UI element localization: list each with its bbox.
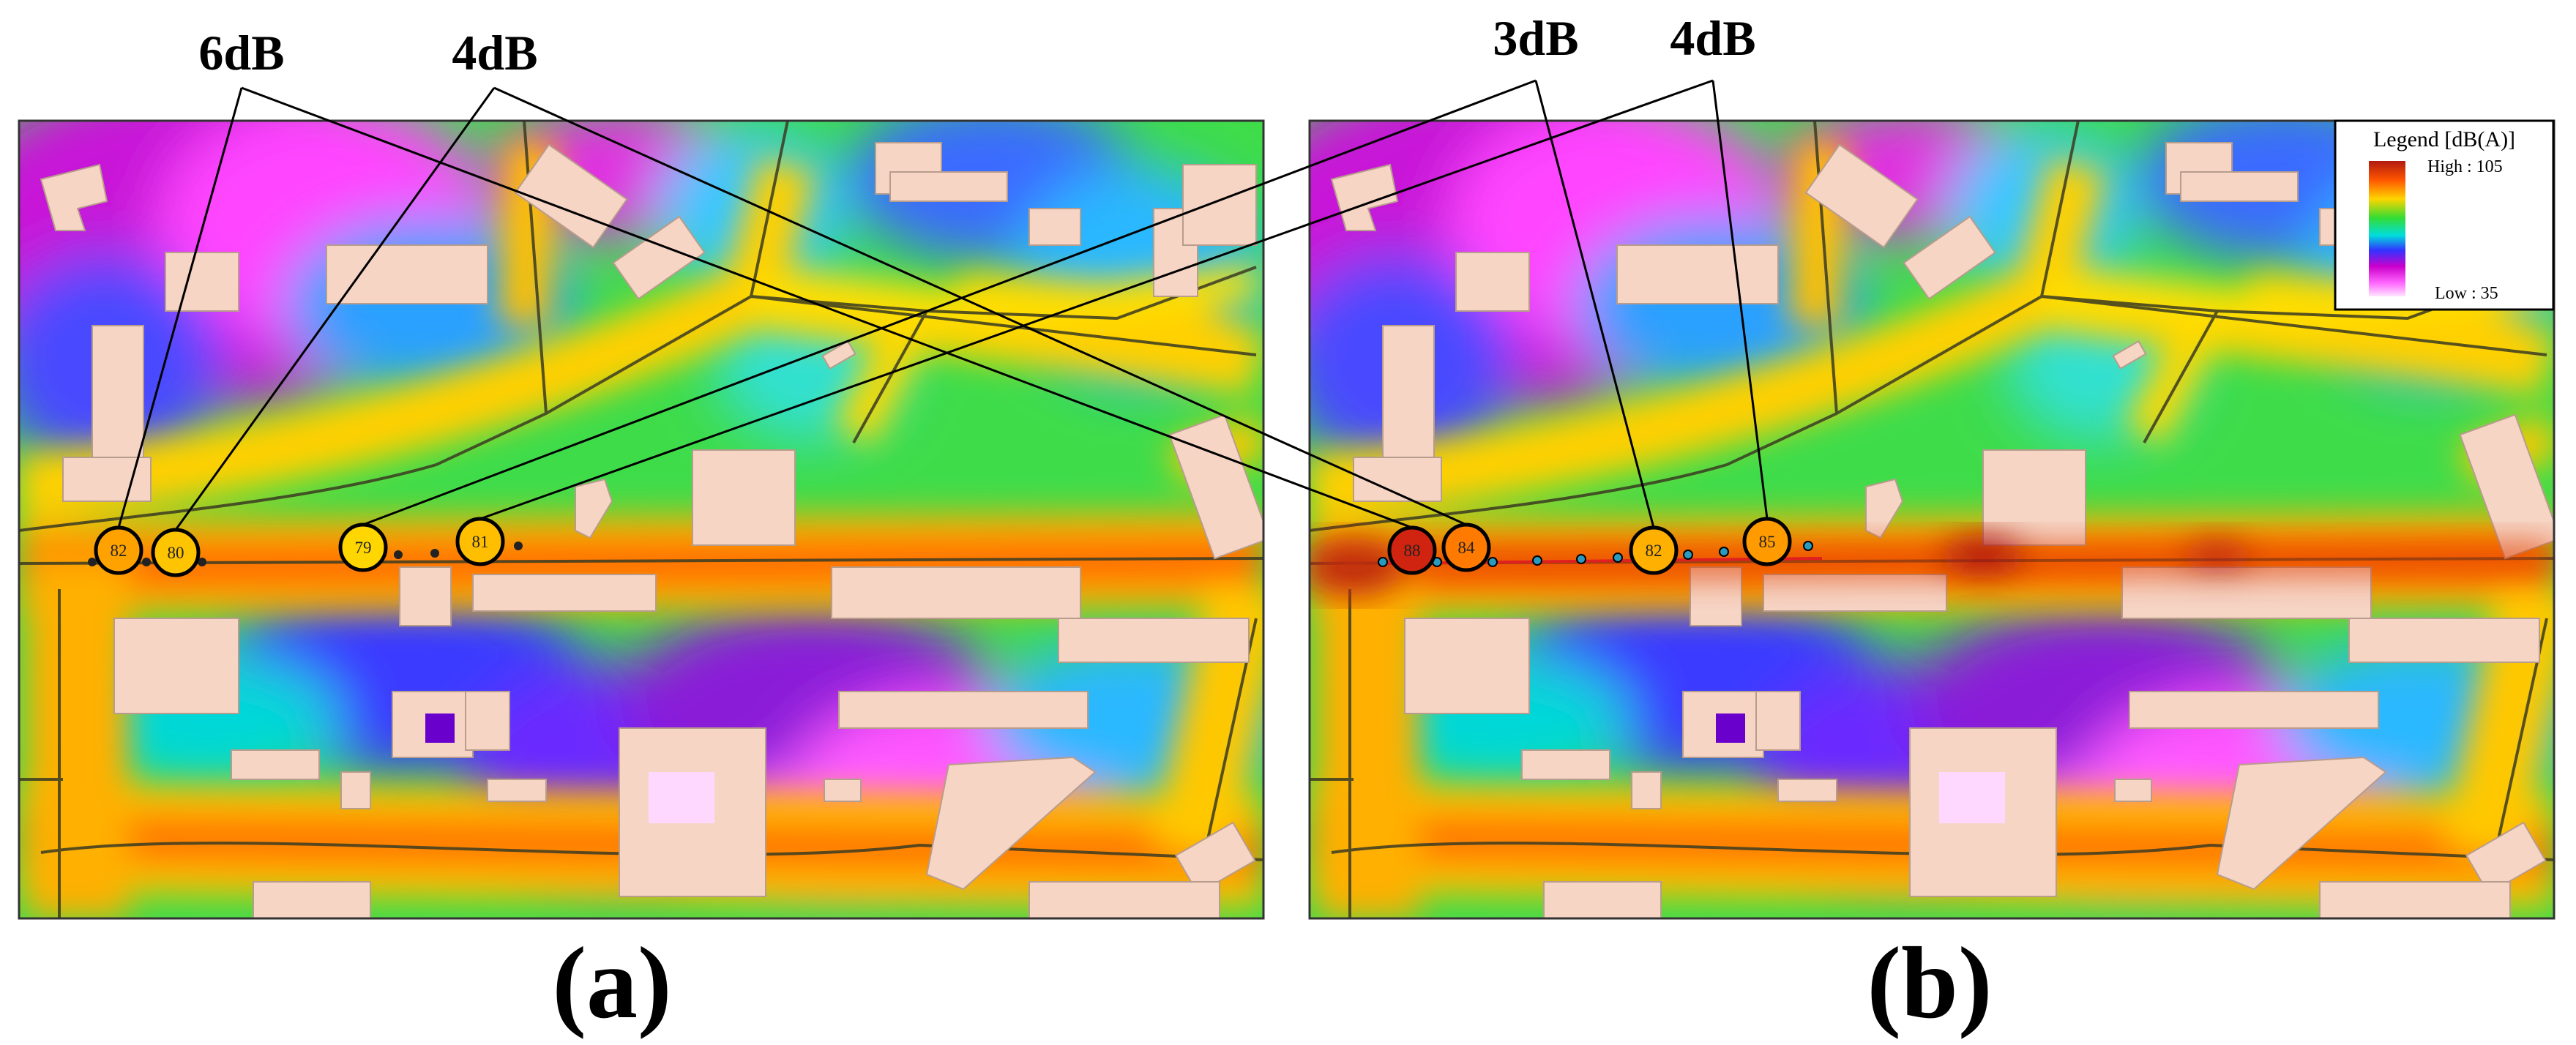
map-panel-b: 88 84 82 85 Legend [dB(A)] High : 105 Lo… — [1308, 70, 2556, 920]
legend-low-label: Low : 35 — [2435, 284, 2498, 303]
legend: Legend [dB(A)] High : 105 Low : 35 — [2334, 119, 2555, 311]
legend-color-ramp — [2369, 161, 2405, 296]
legend-high-label: High : 105 — [2427, 157, 2503, 176]
connector-lines — [117, 79, 1769, 531]
value-b-3: 82 — [1646, 542, 1662, 560]
value-a-1: 82 — [111, 542, 127, 560]
panel-label-a: (a) — [552, 926, 671, 1040]
measurement-points-a — [88, 542, 523, 566]
value-b-2: 84 — [1458, 539, 1476, 557]
circle-marker-b-4: 85 — [1742, 517, 1792, 566]
circle-marker-b-3: 82 — [1629, 525, 1679, 575]
map-frame-b — [1308, 119, 2556, 920]
circle-marker-a-1: 82 — [94, 525, 143, 575]
circle-marker-a-3: 79 — [338, 522, 388, 572]
difference-label-2: 4dB — [452, 25, 537, 80]
map-panel-a: 82 80 79 81 — [0, 70, 1278, 920]
noise-map-b — [1310, 70, 2554, 918]
legend-title: Legend [dB(A)] — [2373, 127, 2515, 151]
panel-label-b: (b) — [1867, 926, 1992, 1040]
value-a-3: 79 — [355, 539, 372, 557]
noise-map-a — [0, 70, 1278, 918]
circle-marker-a-4: 81 — [455, 517, 505, 566]
value-b-4: 85 — [1759, 533, 1776, 551]
value-b-1: 88 — [1404, 542, 1421, 560]
difference-label-4: 4dB — [1670, 10, 1755, 66]
difference-label-3: 3dB — [1493, 10, 1578, 66]
circle-marker-b-2: 84 — [1441, 522, 1491, 572]
value-a-2: 80 — [168, 544, 184, 562]
measurement-points-b — [1378, 541, 1813, 567]
value-a-4: 81 — [472, 533, 489, 551]
difference-label-1: 6dB — [198, 25, 284, 80]
circle-marker-b-1: 88 — [1387, 525, 1437, 575]
circle-marker-a-2: 80 — [151, 528, 201, 577]
map-frame-a — [18, 119, 1265, 920]
